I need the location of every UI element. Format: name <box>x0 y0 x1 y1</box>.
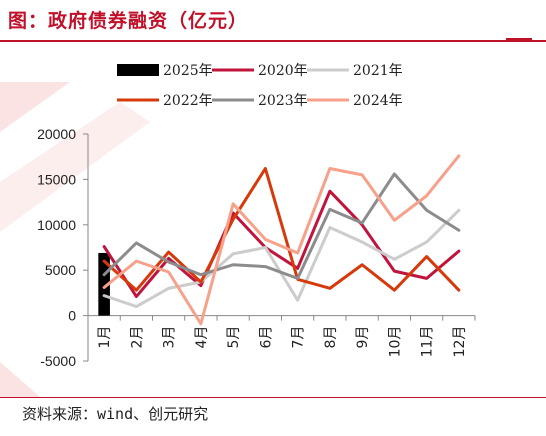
legend-label: 2023年 <box>258 93 308 109</box>
y-tick-label: 5000 <box>45 262 76 278</box>
y-tick-label: 20000 <box>37 126 76 142</box>
title-divider <box>0 40 546 42</box>
legend-item: 2025年 <box>117 63 213 79</box>
x-tick-label: 3月 <box>162 326 178 349</box>
y-tick-label: 10000 <box>37 217 76 233</box>
x-tick-label: 5月 <box>226 326 242 349</box>
legend-swatch <box>117 64 159 76</box>
x-tick-label: 10月 <box>387 326 403 358</box>
x-axis: 1月 2月 3月 4月 5月 6月 7月 8月 9月 10月 11月 12月 <box>87 315 476 358</box>
x-tick-label: 2月 <box>129 326 145 349</box>
legend-label: 2024年 <box>353 93 403 109</box>
footer-divider <box>0 397 546 398</box>
x-tick-label: 8月 <box>323 326 339 349</box>
legend-item: 2021年 <box>307 63 403 79</box>
figure-title: 图：政府债券融资（亿元） <box>8 10 249 32</box>
series-line-2020年 <box>102 189 461 299</box>
x-tick-label: 9月 <box>355 326 371 349</box>
legend-label: 2025年 <box>163 63 213 79</box>
y-tick-label: 0 <box>68 308 76 324</box>
source-note: 资料来源：wind、创元研究 <box>22 405 209 423</box>
legend-item: 2022年 <box>117 93 213 109</box>
x-tick-label: 7月 <box>291 326 307 349</box>
title-divider-accent <box>506 38 532 41</box>
brand-watermark <box>0 82 150 397</box>
legend-label: 2022年 <box>163 93 213 109</box>
x-tick-label: 4月 <box>194 326 210 349</box>
x-tick-label: 6月 <box>258 326 274 349</box>
legend-item: 2024年 <box>307 93 403 109</box>
bar-series <box>98 252 110 316</box>
y-axis: -5000 0 5000 10000 15000 20000 <box>37 126 89 369</box>
series-line-2024年 <box>102 154 461 326</box>
bar-2025年 <box>98 252 110 316</box>
x-tick-label: 11月 <box>420 326 436 358</box>
legend-item: 2020年 <box>212 63 308 79</box>
series-line-2023年 <box>102 172 461 280</box>
legend-label: 2020年 <box>258 63 308 79</box>
y-tick-label: -5000 <box>40 353 76 369</box>
chart-legend: 2025年 2020年 2021年 2022年 2023年 2024年 <box>117 63 403 109</box>
y-tick-label: 15000 <box>37 171 76 187</box>
legend-item: 2023年 <box>212 93 308 109</box>
x-tick-label: 12月 <box>452 326 468 358</box>
line-series <box>102 154 461 326</box>
x-tick-label: 1月 <box>97 326 113 349</box>
legend-label: 2021年 <box>353 63 403 79</box>
